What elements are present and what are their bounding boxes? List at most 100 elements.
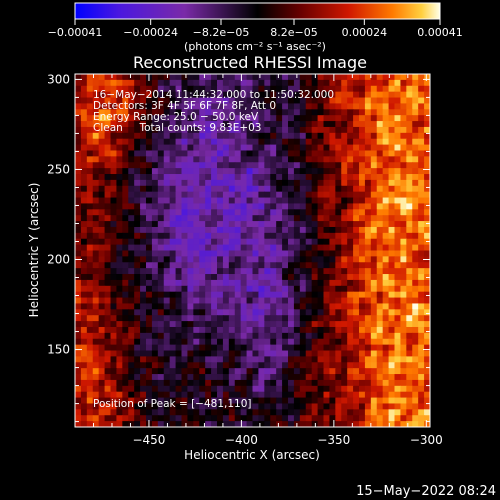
heatmap-cell [311, 197, 319, 205]
heatmap-cell [98, 403, 106, 410]
heatmap-cell [270, 221, 277, 228]
heatmap-cell [270, 256, 277, 263]
heatmap-cell [246, 344, 254, 352]
heatmap-cell [299, 191, 307, 199]
heatmap-cell [151, 291, 159, 299]
heatmap-cell [412, 109, 419, 116]
heatmap-cell [211, 415, 218, 422]
heatmap-cell [394, 144, 402, 152]
heatmap-cell [364, 391, 372, 399]
heatmap-cell [75, 103, 82, 110]
heatmap-cell [370, 274, 378, 281]
heatmap-cell [205, 132, 212, 140]
heatmap-cell [122, 238, 129, 246]
heatmap-cell [406, 191, 413, 199]
heatmap-cell [370, 138, 378, 146]
heatmap-cell [323, 126, 331, 134]
heatmap-cell [86, 262, 94, 269]
heatmap-cell [323, 121, 331, 128]
heatmap-cell [122, 303, 129, 310]
heatmap-cell [211, 321, 218, 328]
heatmap-cell [169, 191, 177, 199]
heatmap-cell [311, 256, 319, 263]
heatmap-cell [258, 297, 265, 305]
heatmap-cell [146, 362, 153, 369]
heatmap-cell [116, 291, 123, 299]
heatmap-cell [104, 79, 112, 87]
heatmap-cell [353, 403, 360, 410]
heatmap-cell [116, 179, 123, 187]
heatmap-cell [86, 274, 94, 281]
heatmap-cell [86, 350, 94, 357]
heatmap-cell [146, 397, 153, 405]
heatmap-cell [264, 244, 271, 252]
heatmap-cell [228, 368, 236, 375]
heatmap-cell [335, 232, 342, 240]
heatmap-cell [140, 150, 147, 157]
heatmap-cell [412, 391, 419, 399]
heatmap-cell [288, 126, 295, 134]
heatmap-cell [122, 321, 129, 328]
heatmap-cell [98, 344, 106, 352]
heatmap-cell [151, 162, 159, 169]
heatmap-cell [293, 309, 301, 316]
heatmap-cell [80, 115, 88, 122]
heatmap-cell [128, 121, 135, 128]
heatmap-cell [217, 332, 224, 340]
heatmap-cell [412, 321, 419, 328]
heatmap-cell [335, 91, 342, 99]
heatmap-cell [400, 385, 407, 393]
heatmap-cell [211, 97, 218, 105]
heatmap-cell [282, 262, 289, 269]
heatmap-cell [288, 315, 295, 322]
heatmap-cell [341, 191, 348, 199]
heatmap-cell [364, 103, 372, 110]
heatmap-cell [258, 121, 265, 128]
heatmap-cell [116, 138, 123, 146]
heatmap-cell [270, 209, 277, 216]
heatmap-cell [92, 74, 100, 81]
heatmap-cell [258, 79, 265, 87]
heatmap-cell [270, 321, 277, 328]
heatmap-cell [258, 315, 265, 322]
heatmap-cell [418, 262, 425, 269]
heatmap-cell [276, 391, 283, 399]
heatmap-cell [282, 279, 289, 287]
heatmap-cell [80, 91, 88, 99]
heatmap-cell [234, 97, 242, 105]
heatmap-cell [187, 238, 194, 246]
heatmap-cell [418, 391, 425, 399]
heatmap-cell [110, 191, 118, 199]
heatmap-cell [205, 103, 212, 110]
heatmap-cell [199, 103, 206, 110]
heatmap-cell [376, 362, 384, 369]
heatmap-cell [128, 85, 135, 93]
heatmap-cell [341, 321, 348, 328]
heatmap-cell [169, 315, 177, 322]
heatmap-cell [246, 262, 254, 269]
heatmap-cell [406, 338, 413, 346]
heatmap-cell [424, 285, 430, 293]
heatmap-cell [80, 150, 88, 157]
heatmap-cell [217, 391, 224, 399]
heatmap-cell [299, 103, 307, 110]
heatmap-cell [317, 85, 325, 93]
heatmap-cell [317, 385, 325, 393]
heatmap-cell [163, 226, 171, 234]
heatmap-cell [104, 244, 112, 252]
heatmap-cell [270, 332, 277, 340]
heatmap-cell [240, 109, 248, 116]
heatmap-cell [323, 179, 331, 187]
heatmap-cell [299, 132, 307, 140]
heatmap-cell [311, 226, 319, 234]
heatmap-cell [270, 344, 277, 352]
heatmap-cell [400, 415, 407, 422]
heatmap-cell [222, 138, 230, 146]
heatmap-cell [217, 162, 224, 169]
heatmap-cell [335, 262, 342, 269]
heatmap-cell [234, 274, 242, 281]
heatmap-cell [181, 421, 189, 427]
heatmap-cell [335, 85, 342, 93]
heatmap-cell [364, 85, 372, 93]
heatmap-cell [128, 162, 135, 169]
